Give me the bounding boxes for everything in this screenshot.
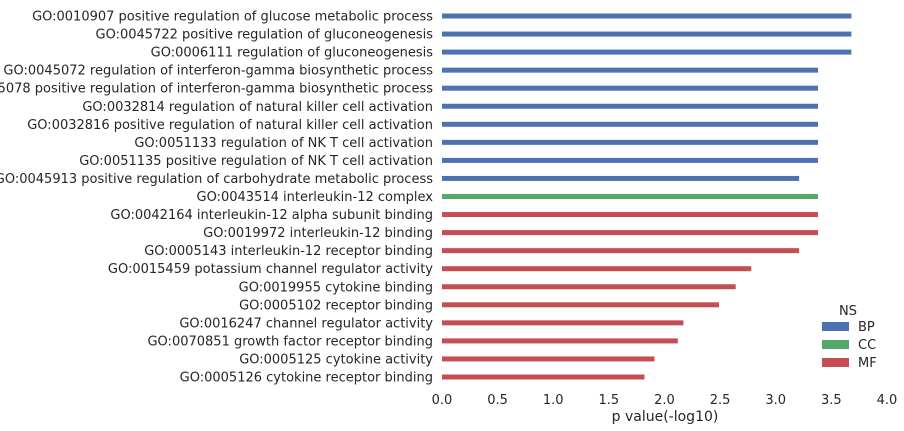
bar-5 — [442, 85, 819, 91]
x-tick-label-6: 3.0 — [765, 393, 786, 408]
category-label-10: GO:0045913 positive regulation of carboh… — [0, 172, 433, 187]
category-label-4: GO:0045072 regulation of interferon-gamm… — [3, 64, 433, 79]
category-label-5: GO:0045078 positive regulation of interf… — [0, 82, 433, 97]
bar-10 — [442, 175, 800, 181]
bar-2 — [442, 31, 852, 37]
bar-13 — [442, 230, 819, 236]
bar-9 — [442, 157, 819, 163]
x-tick-label-7: 3.5 — [821, 393, 842, 408]
legend-swatch-mf — [822, 358, 849, 367]
category-label-6: GO:0032814 regulation of natural killer … — [82, 100, 433, 115]
category-labels-group: GO:0010907 positive regulation of glucos… — [0, 10, 433, 386]
bar-6 — [442, 103, 819, 109]
category-label-20: GO:0005125 cytokine activity — [239, 352, 433, 367]
legend-label-cc: CC — [858, 338, 876, 353]
bar-12 — [442, 212, 819, 218]
category-label-21: GO:0005126 cytokine receptor binding — [180, 371, 433, 386]
x-tick-label-8: 4.0 — [877, 393, 898, 408]
bar-7 — [442, 121, 819, 127]
bar-11 — [442, 194, 819, 199]
legend-label-bp: BP — [858, 320, 875, 335]
bar-3 — [442, 49, 852, 55]
x-tick-label-1: 0.5 — [487, 393, 508, 408]
bar-8 — [442, 139, 819, 145]
category-label-3: GO:0006111 regulation of gluconeogenesis — [151, 46, 434, 61]
bar-14 — [442, 248, 800, 254]
category-label-18: GO:0016247 channel regulator activity — [179, 316, 433, 331]
category-label-15: GO:0015459 potassium channel regulator a… — [108, 262, 433, 277]
legend-swatch-bp — [822, 322, 849, 331]
category-label-12: GO:0042164 interleukin-12 alpha subunit … — [110, 208, 433, 223]
bars-group — [442, 13, 852, 380]
bar-18 — [442, 320, 684, 326]
bar-20 — [442, 356, 655, 362]
category-label-19: GO:0070851 growth factor receptor bindin… — [147, 334, 433, 349]
bar-21 — [442, 374, 645, 380]
x-axis-label: p value(-log10) — [612, 409, 719, 425]
category-label-2: GO:0045722 positive regulation of glucon… — [96, 28, 434, 43]
x-tick-label-0: 0.0 — [432, 393, 453, 408]
legend-swatch-cc — [822, 340, 849, 349]
bar-15 — [442, 266, 752, 272]
category-label-8: GO:0051133 regulation of NK T cell activ… — [134, 136, 433, 151]
legend: NS BP CC MF — [822, 304, 877, 371]
x-ticks-group: 0.0 0.5 1.0 1.5 2.0 2.5 3.0 3.5 4.0 — [432, 393, 898, 408]
x-tick-label-2: 1.0 — [543, 393, 564, 408]
category-label-11: GO:0043514 interleukin-12 complex — [197, 190, 434, 205]
bar-4 — [442, 67, 819, 73]
legend-title: NS — [839, 304, 857, 319]
category-label-17: GO:0005102 receptor binding — [239, 298, 433, 313]
category-label-9: GO:0051135 positive regulation of NK T c… — [79, 154, 433, 169]
category-label-1: GO:0010907 positive regulation of glucos… — [32, 10, 433, 25]
bar-16 — [442, 284, 736, 290]
x-tick-label-5: 2.5 — [710, 393, 731, 408]
category-label-13: GO:0019972 interleukin-12 binding — [203, 226, 433, 241]
category-label-14: GO:0005143 interleukin-12 receptor bindi… — [144, 244, 433, 259]
bar-17 — [442, 302, 720, 308]
x-tick-label-3: 1.5 — [599, 393, 620, 408]
bar-1 — [442, 13, 852, 19]
bar-19 — [442, 338, 678, 344]
x-tick-label-4: 2.0 — [654, 393, 675, 408]
category-label-7: GO:0032816 positive regulation of natura… — [27, 118, 433, 133]
category-label-16: GO:0019955 cytokine binding — [239, 280, 433, 295]
legend-label-mf: MF — [858, 356, 877, 371]
